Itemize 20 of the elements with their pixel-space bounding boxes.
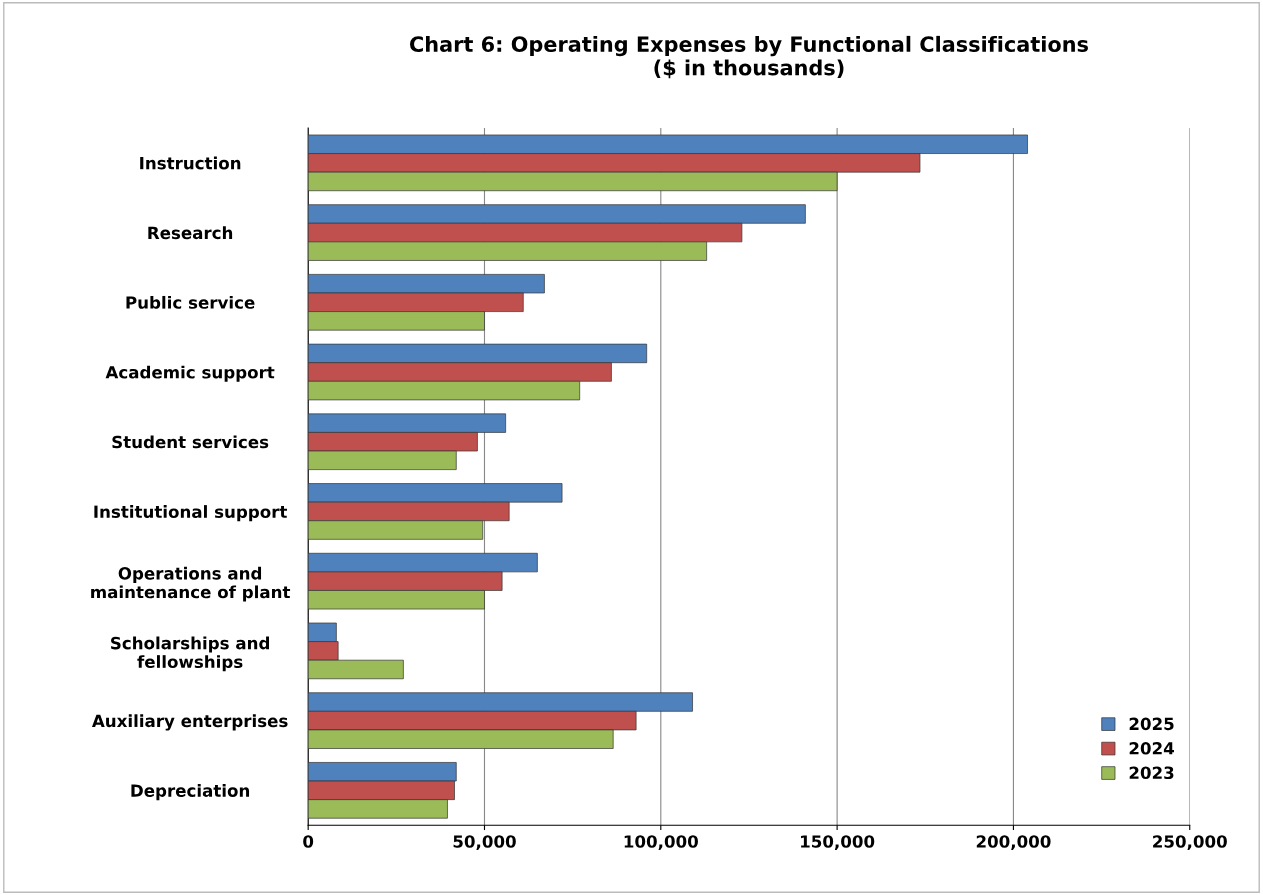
legend-label: 2023 xyxy=(1129,766,1174,780)
y-tick-label: Depreciation xyxy=(131,784,250,801)
x-tick-label: 200,000 xyxy=(976,835,1051,850)
x-tick-label: 250,000 xyxy=(1153,835,1227,850)
y-tick-label: Public service xyxy=(126,295,255,309)
y-tick-label: Auxiliary enterprises xyxy=(91,714,288,731)
x-tick-label: 0 xyxy=(303,835,314,848)
y-tick-label: Research xyxy=(148,226,233,240)
chart-title: Chart 6: Operating Expenses by Functional Classifications ($ in thousands) xyxy=(410,35,1088,79)
x-tick-label: 50,000 xyxy=(453,835,516,850)
y-tick-label: Operations and maintenance of plant xyxy=(91,566,291,602)
y-tick-label: Academic support xyxy=(105,365,275,382)
y-tick-label: Student services xyxy=(112,435,269,449)
y-tick-label: Scholarships and fellowships xyxy=(111,636,269,672)
x-tick-label: 150,000 xyxy=(801,835,875,850)
legend-label: 2024 xyxy=(1129,742,1174,755)
y-tick-label: Instruction xyxy=(140,156,241,170)
y-tick-label: Institutional support xyxy=(94,505,288,522)
x-tick-label: 100,000 xyxy=(624,835,698,850)
legend-label: 2025 xyxy=(1129,717,1174,731)
